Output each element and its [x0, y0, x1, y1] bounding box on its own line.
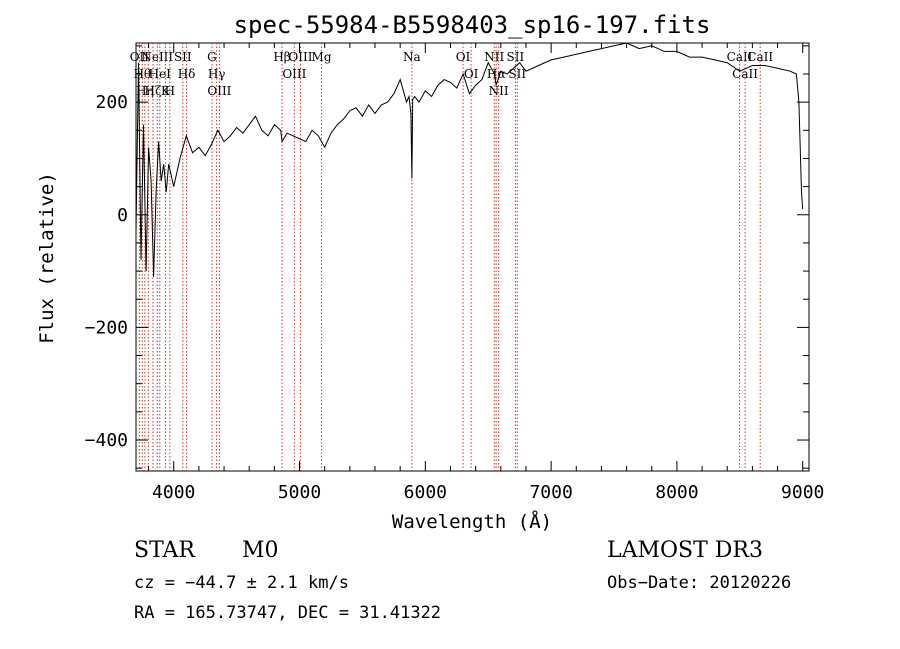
spectral-line-label: Hβ	[273, 50, 290, 64]
y-tick-label: −400	[85, 430, 128, 451]
y-tick-label: 0	[117, 205, 128, 226]
spectral-line-label: SII	[174, 50, 192, 64]
spectral-line-label: Na	[403, 50, 421, 64]
object-class: STAR	[134, 538, 195, 563]
redshift-cz: cz = −44.7 ± 2.1 km/s	[134, 573, 349, 593]
spectral-line-label: SII	[507, 50, 525, 64]
spectral-line-label: Hγ	[208, 67, 226, 81]
axis-ticks: 4000 5000 6000 7000 8000 9000 −400 −200 0 200	[85, 43, 824, 503]
spectrum-series-line	[135, 42, 804, 277]
spectral-lines: OIIHθHηHζNeIIIHeIKHSIIHδGHγOIIIHβOIIIOII…	[130, 43, 773, 471]
spectral-line-label: CaII	[747, 50, 773, 64]
spectral-line-label: H	[165, 84, 175, 98]
x-tick-label: 6000	[404, 482, 447, 503]
coordinates: RA = 165.73747, DEC = 31.41322	[134, 603, 442, 623]
x-tick-label: 9000	[781, 482, 824, 503]
y-tick-label: 200	[95, 92, 128, 113]
survey-name: LAMOST DR3	[607, 538, 763, 563]
subclass: M0	[242, 538, 279, 563]
spectral-line-label: OIII	[207, 84, 231, 98]
spectral-line-label: HeI	[149, 67, 172, 81]
x-tick-label: 8000	[655, 482, 698, 503]
x-tick-label: 7000	[529, 482, 572, 503]
spectral-line-label: K	[161, 84, 171, 98]
spectral-line-label: NII	[489, 84, 509, 98]
spectral-line-label: Hη	[136, 84, 154, 98]
spectral-line-label: SII	[508, 67, 526, 81]
spectral-line-label: Hζ	[144, 84, 161, 98]
spectral-line-label: NII	[484, 50, 504, 64]
spectral-line-label: G	[207, 50, 217, 64]
y-tick-label: −200	[85, 317, 128, 338]
spectral-line-label: Mg	[312, 50, 332, 64]
spectral-line-label: OII	[130, 50, 150, 64]
x-axis-label: Wavelength (Å)	[392, 510, 552, 533]
spectral-line-label: OIII	[288, 50, 312, 64]
spectral-line-label: OIII	[282, 67, 306, 81]
obs-date: Obs−Date: 20120226	[607, 573, 792, 593]
spectral-line-label: NeIII	[141, 50, 173, 64]
spectral-line-label: Hδ	[178, 67, 196, 81]
y-axis-label: Flux (relative)	[36, 172, 58, 344]
spectral-line-label: Hα	[487, 67, 506, 81]
x-tick-label: 5000	[278, 482, 321, 503]
plot-frame	[135, 42, 810, 472]
x-tick-label: 4000	[152, 482, 195, 503]
spectral-line-label: OI	[456, 50, 471, 64]
spectral-line-label: OI	[464, 67, 479, 81]
spectral-line-label: CaII	[727, 50, 753, 64]
chart-title: spec-55984-B5598403_sp16-197.fits	[234, 11, 711, 39]
